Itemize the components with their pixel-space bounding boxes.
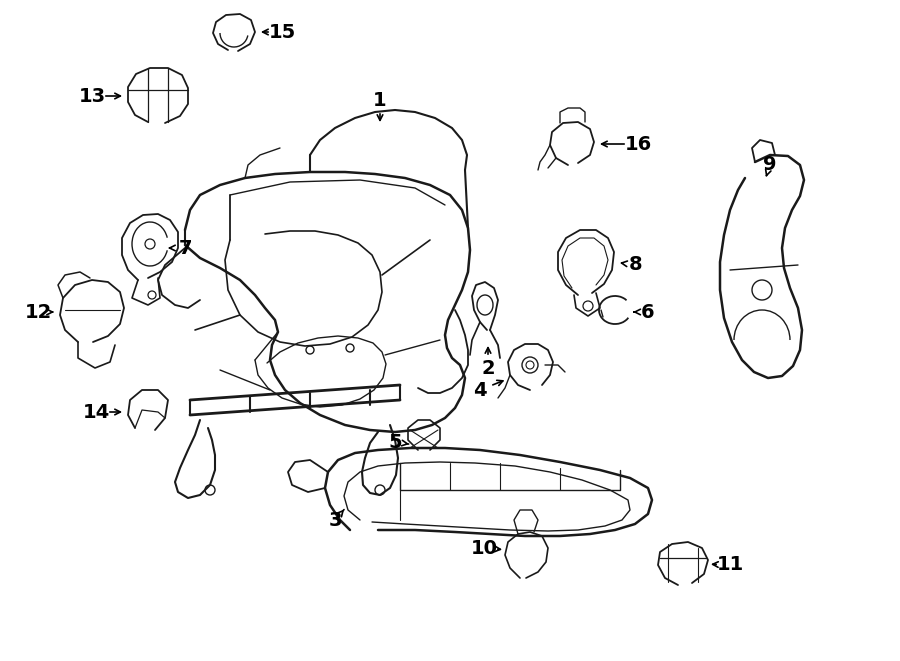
- Text: 4: 4: [473, 381, 487, 399]
- Text: 9: 9: [763, 155, 777, 175]
- Text: 10: 10: [471, 539, 498, 557]
- Text: 14: 14: [83, 403, 110, 422]
- Text: 16: 16: [625, 134, 652, 153]
- Text: 12: 12: [24, 303, 51, 321]
- Text: 8: 8: [629, 256, 643, 274]
- Text: 2: 2: [482, 358, 495, 377]
- Text: 6: 6: [641, 303, 655, 321]
- Text: 15: 15: [268, 22, 295, 42]
- Text: 11: 11: [716, 555, 743, 574]
- Text: 3: 3: [328, 510, 342, 529]
- Text: 7: 7: [178, 239, 192, 258]
- Text: 5: 5: [388, 432, 401, 451]
- Text: 13: 13: [78, 87, 105, 106]
- Text: 1: 1: [374, 91, 387, 110]
